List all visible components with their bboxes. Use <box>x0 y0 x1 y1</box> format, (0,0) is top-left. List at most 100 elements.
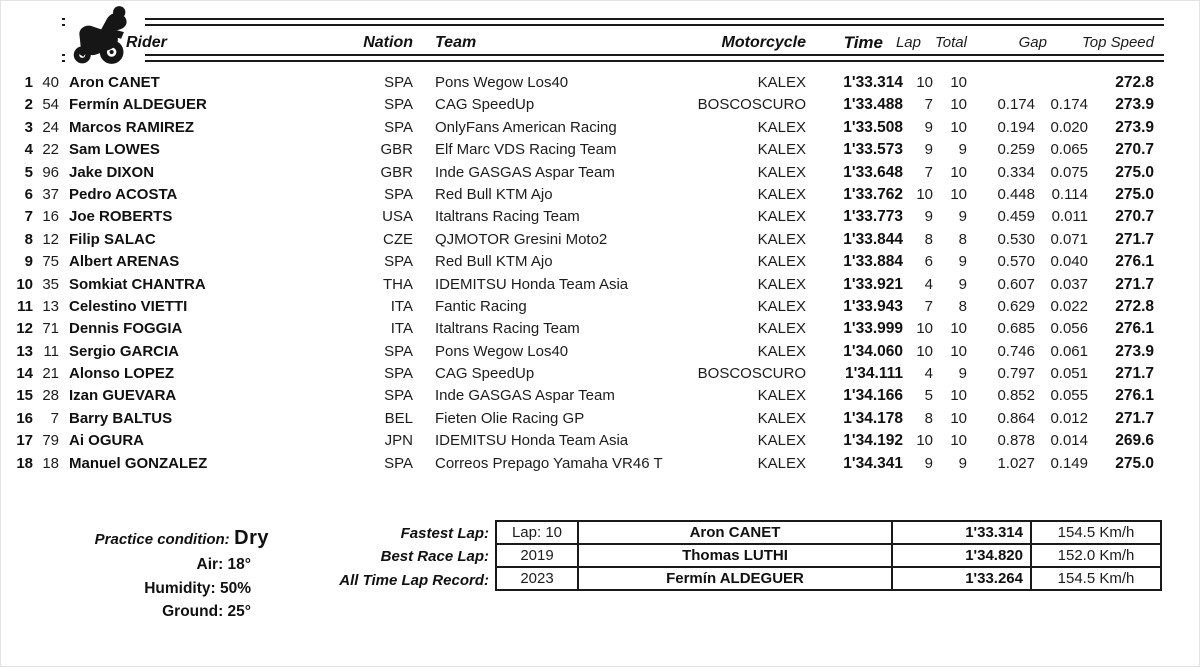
position: 15 <box>16 387 33 405</box>
position: 8 <box>24 230 33 248</box>
lap: 10 <box>916 320 933 338</box>
team: IDEMITSU Honda Team Asia <box>435 432 629 450</box>
lap-time: 1'33.999 <box>843 320 903 338</box>
position: 17 <box>16 432 33 450</box>
col-header-gap: Gap <box>1018 34 1047 51</box>
gap-to-first: 0.530 <box>997 230 1035 248</box>
lap-time: 1'34.192 <box>843 432 903 450</box>
rider-number: 24 <box>42 118 59 136</box>
practice-condition-label: Practice condition: <box>94 531 230 548</box>
gap-to-previous: 0.114 <box>1051 185 1088 203</box>
gap-to-first <box>967 72 1035 94</box>
lap: 9 <box>924 208 933 226</box>
gap-to-previous: 0.055 <box>1050 387 1088 405</box>
motorcycle: KALEX <box>757 163 806 181</box>
rider-number: 11 <box>43 342 59 360</box>
total-laps: 9 <box>958 365 967 383</box>
practice-condition-value: Dry <box>234 527 269 549</box>
total-laps: 10 <box>950 118 967 136</box>
rider-number: 71 <box>42 320 59 338</box>
top-speed: 276.1 <box>1115 387 1154 405</box>
rider-number: 35 <box>42 275 59 293</box>
total-laps: 9 <box>958 208 967 226</box>
top-speed: 270.7 <box>1115 208 1154 226</box>
best-race-lap-label: Best Race Lap: <box>380 548 489 566</box>
lap-time: 1'33.921 <box>843 275 903 293</box>
col-header-total: Total <box>935 34 967 51</box>
team: Fieten Olie Racing GP <box>435 409 585 427</box>
gap-to-first: 0.864 <box>997 409 1035 427</box>
practice-condition-line: Practice condition: Dry <box>1 525 269 553</box>
gap-to-previous: 0.012 <box>1050 409 1088 427</box>
lap: 4 <box>924 365 933 383</box>
lap: 10 <box>916 342 933 360</box>
lap-time: 1'33.943 <box>843 297 903 315</box>
nation: SPA <box>384 454 413 472</box>
rider-number: 54 <box>42 96 59 114</box>
table-row: 3 24 Marcos RAMIREZ SPA OnlyFans America… <box>1 117 1199 139</box>
motorcycle: KALEX <box>757 74 806 91</box>
gap-to-previous: 0.051 <box>1050 365 1088 383</box>
total-laps: 9 <box>958 141 967 159</box>
motorcycle: KALEX <box>757 320 806 338</box>
top-speed: 275.0 <box>1115 185 1154 203</box>
top-speed: 276.1 <box>1115 320 1154 338</box>
team: Correos Prepago Yamaha VR46 T <box>435 454 663 472</box>
table-row: 1 40 Aron CANET SPA Pons Wegow Los40 KAL… <box>1 72 1199 94</box>
top-speed: 271.7 <box>1115 409 1154 427</box>
motorcycle: KALEX <box>757 297 806 315</box>
team: Italtrans Racing Team <box>435 208 580 226</box>
rider-number: 96 <box>42 163 59 181</box>
position: 4 <box>24 141 33 159</box>
gap-to-first: 0.259 <box>997 141 1035 159</box>
table-row: 12 71 Dennis FOGGIA ITA Italtrans Racing… <box>1 318 1199 340</box>
table-row: 10 35 Somkiat CHANTRA THA IDEMITSU Honda… <box>1 274 1199 296</box>
position: 2 <box>24 96 33 114</box>
rider-number: 37 <box>42 185 59 203</box>
rider-number: 75 <box>42 253 59 271</box>
total-laps: 10 <box>950 409 967 427</box>
lap: 7 <box>924 297 933 315</box>
table-row: 7 16 Joe ROBERTS USA Italtrans Racing Te… <box>1 206 1199 228</box>
col-header-top-speed: Top Speed <box>1081 34 1154 51</box>
nation: USA <box>382 208 413 226</box>
gap-to-previous: 0.022 <box>1050 297 1088 315</box>
lap: 8 <box>924 230 933 248</box>
rider-number: 21 <box>42 365 59 383</box>
position: 13 <box>16 342 33 360</box>
rider-name: Albert ARENAS <box>69 253 180 271</box>
top-speed: 272.8 <box>1115 74 1154 91</box>
team: Fantic Racing <box>435 297 527 315</box>
table-row: 13 11 Sergio GARCIA SPA Pons Wegow Los40… <box>1 341 1199 363</box>
nation: GBR <box>380 141 413 159</box>
lap: 9 <box>924 454 933 472</box>
nation: SPA <box>384 74 413 91</box>
gap-to-previous: 0.174 <box>1050 96 1088 114</box>
total-laps: 10 <box>950 342 967 360</box>
total-laps: 10 <box>950 185 967 203</box>
rider-number: 13 <box>42 297 59 315</box>
team: Red Bull KTM Ajo <box>435 185 553 203</box>
team: QJMOTOR Gresini Moto2 <box>435 230 608 248</box>
lap: 10 <box>916 185 933 203</box>
top-speed: 273.9 <box>1115 118 1154 136</box>
rider-number: 28 <box>42 387 59 405</box>
gap-to-previous: 0.149 <box>1050 454 1088 472</box>
lap-time: 1'34.060 <box>843 342 903 360</box>
gap-to-previous: 0.037 <box>1050 275 1088 293</box>
record-rider: Thomas LUTHI <box>577 543 893 568</box>
gap-to-previous <box>1035 72 1088 94</box>
rider-name: Filip SALAC <box>69 230 156 248</box>
position: 11 <box>17 297 33 315</box>
top-speed: 271.7 <box>1115 275 1154 293</box>
rider-name: Sam LOWES <box>69 141 160 159</box>
lap-time: 1'33.844 <box>843 230 903 248</box>
position: 18 <box>16 454 33 472</box>
rider-name: Pedro ACOSTA <box>69 185 178 203</box>
motorcycle: BOSCOSCURO <box>697 96 806 114</box>
gap-to-first: 1.027 <box>997 454 1035 472</box>
all-time-lap-record-row: 2023 Fermín ALDEGUER 1'33.264 154.5 Km/h <box>495 566 1162 591</box>
record-rider: Fermín ALDEGUER <box>577 566 893 591</box>
record-time: 1'33.314 <box>891 520 1032 545</box>
gap-to-previous: 0.011 <box>1051 208 1088 226</box>
